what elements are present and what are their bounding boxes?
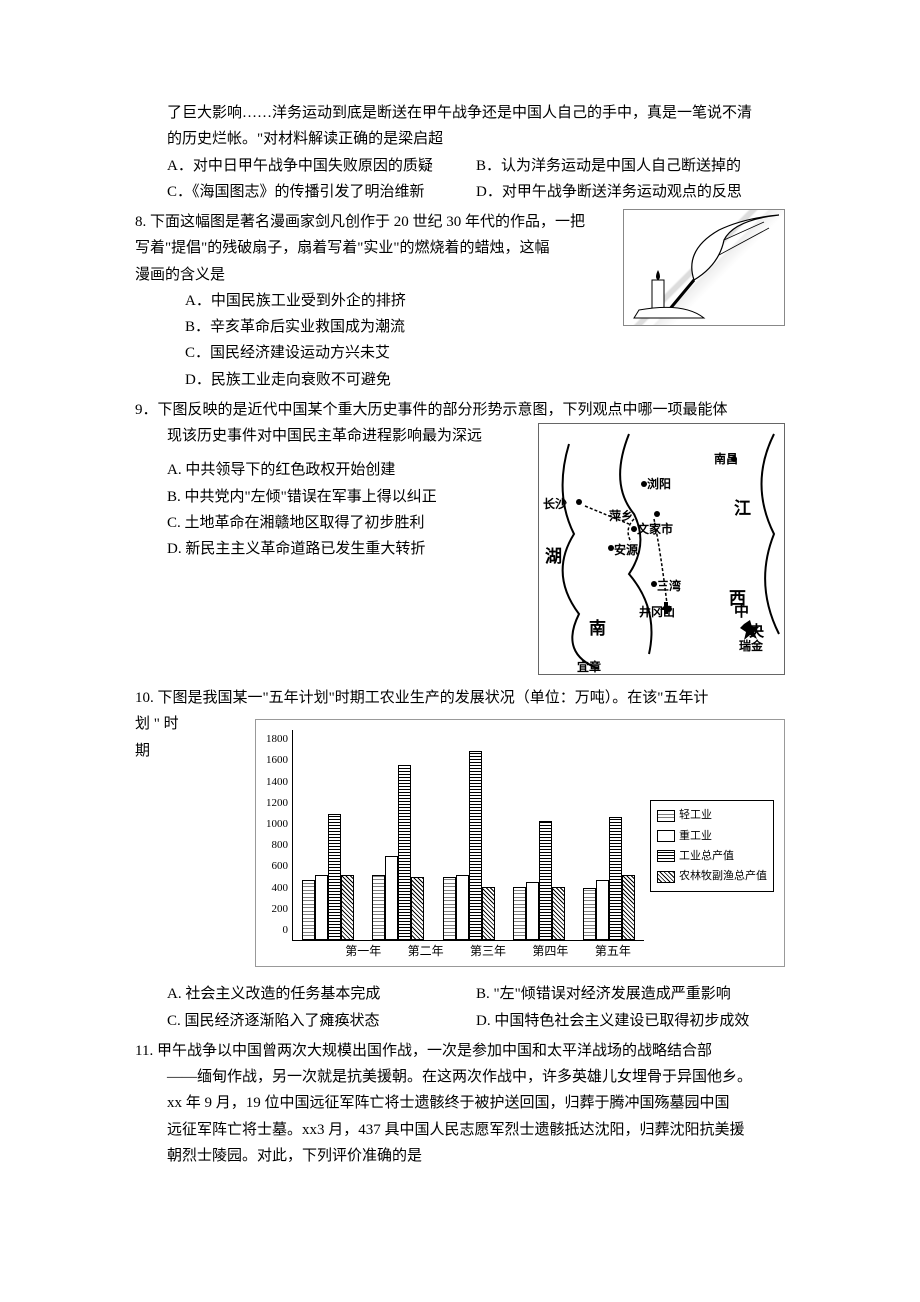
q10-x-tick: 第五年 (582, 941, 644, 962)
q10-x-tick: 第一年 (332, 941, 394, 962)
q9-map-label: 井冈山 (639, 602, 675, 623)
q10-legend-label: 轻工业 (679, 806, 712, 825)
q9-map-label: 文家市 (637, 519, 673, 540)
q10-legend-label: 工业总产值 (679, 847, 734, 866)
q10-bar-group (433, 730, 503, 940)
q7-option-b: B．认为洋务运动是中国人自己断送掉的 (476, 153, 785, 179)
q10-bar (469, 751, 482, 940)
q10-legend-row: 轻工业 (657, 806, 767, 825)
q10-y-tick: 1600 (266, 751, 288, 770)
q8-option-c: C．国民经济建设运动方兴未艾 (135, 340, 785, 366)
q10-chart: 1800 1600 1400 1200 1000 800 600 400 200 0 第一年第二年… (255, 719, 785, 967)
q10-bar (443, 877, 456, 940)
q10-x-tick: 第二年 (394, 941, 456, 962)
q9-map-label: 湖 (545, 542, 562, 572)
q10-option-d: D. 中国特色社会主义建设已取得初步成效 (476, 1008, 785, 1034)
q10-stem-line-2: 划 " 时 (135, 711, 195, 737)
q10-bar (539, 821, 552, 940)
q10-option-c: C. 国民经济逐渐陷入了瘫痪状态 (167, 1008, 476, 1034)
q9-map-label: 萍乡 (609, 506, 633, 527)
q10-bar (596, 880, 609, 941)
q10-bar (302, 880, 315, 941)
q7-option-c: C．《海国图志》的传播引发了明治维新 (167, 179, 476, 205)
q10-chart-bars (292, 730, 644, 941)
q10-legend-row: 工业总产值 (657, 847, 767, 866)
fan-candle-icon (624, 210, 784, 325)
q9-map-label: 瑞金 (739, 636, 763, 657)
q10-y-tick: 400 (272, 879, 289, 898)
q10-y-tick: 0 (283, 921, 289, 940)
q9-map-image: 长沙 南昌 萍乡 文家市 湖 江 西 南 井冈山 浏阳 安源 中 央 瑞金 宜章… (538, 423, 785, 675)
q11-stem-line-1: 11. 甲午战争以中国曾两次大规模出国作战，一次是参加中国和太平洋战场的战略结合… (135, 1038, 785, 1064)
q8-cartoon-image: 提倡扇子与实业蜡烛漫画 (623, 209, 785, 326)
q10-y-tick: 200 (272, 900, 289, 919)
q10-x-axis: 第一年第二年第三年第四年第五年 (332, 941, 644, 962)
q10-option-b: B. "左"倾错误对经济发展造成严重影响 (476, 981, 785, 1007)
q10-bar (315, 875, 328, 940)
q9-stem-line-1: 9．下图反映的是近代中国某个重大历史事件的部分形势示意图，下列观点中哪一项最能体 (135, 397, 785, 423)
q10-y-tick: 800 (272, 836, 289, 855)
q10-bar (552, 887, 565, 941)
q11-stem-line-2: ——缅甸作战，另一次就是抗美援朝。在这两次作战中，许多英雄儿女埋骨于异国他乡。 (135, 1064, 785, 1090)
q9-map-label: 南 (589, 614, 606, 644)
q10-bar (456, 875, 469, 940)
q10-bar (482, 887, 495, 941)
q10-bar (583, 888, 596, 941)
q9-map-label: 长沙 (543, 494, 567, 515)
q10-stem-line-1: 10. 下图是我国某一"五年计划"时期工农业生产的发展状况（单位：万吨）。在该"… (135, 685, 785, 711)
q10-bar-group (504, 730, 574, 940)
q10-option-a: A. 社会主义改造的任务基本完成 (167, 981, 476, 1007)
q10-bar (411, 877, 424, 940)
q10-bar (328, 814, 341, 940)
q9-map-label: 浏阳 (647, 474, 671, 495)
q11-stem-line-4: 远征军阵亡将士墓。xx3 月，437 具中国人民志愿军烈士遗骸抵达沈阳，归葬沈阳… (135, 1117, 785, 1143)
q10-bar-group (574, 730, 644, 940)
q10-bar (526, 882, 539, 940)
q10-y-tick: 1800 (266, 730, 288, 749)
q10-bar-group (363, 730, 433, 940)
q7-stem-line-2: 的历史烂帐。"对材料解读正确的是梁启超 (135, 126, 785, 152)
q10-y-axis: 1800 1600 1400 1200 1000 800 600 400 200 0 (266, 730, 292, 940)
q11-stem-line-5: 朝烈士陵园。对此，下列评价准确的是 (135, 1143, 785, 1169)
q11-stem-line-3: xx 年 9 月，19 位中国远征军阵亡将士遗骸终于被护送回国，归葬于腾冲国殇墓… (135, 1090, 785, 1116)
q10-y-tick: 1000 (266, 815, 288, 834)
q8-option-d: D．民族工业走向衰败不可避免 (135, 367, 785, 393)
q10-y-tick: 600 (272, 857, 289, 876)
q10-stem-line-3: 期 (135, 738, 195, 764)
q10-bar-group (293, 730, 363, 940)
q10-legend-row: 重工业 (657, 827, 767, 846)
q9-map-label: 宜章 (577, 657, 601, 675)
q7-option-a: A．对中日甲午战争中国失败原因的质疑 (167, 153, 476, 179)
q10-bar (341, 875, 354, 940)
q9-map-label: 江 (734, 494, 751, 524)
q10-x-tick: 第四年 (519, 941, 581, 962)
q10-bar (513, 887, 526, 941)
q10-legend-swatch (657, 830, 675, 842)
q10-legend-swatch (657, 871, 675, 883)
q7-option-d: D．对甲午战争断送洋务运动观点的反思 (476, 179, 785, 205)
q10-x-tick: 第三年 (457, 941, 519, 962)
q10-legend-row: 农林牧副渔总产值 (657, 867, 767, 886)
q10-chart-legend: 轻工业重工业工业总产值农林牧副渔总产值 (650, 800, 774, 892)
q9-map-label: 安源 (614, 540, 638, 561)
q10-bar (372, 875, 385, 940)
q10-legend-swatch (657, 850, 675, 862)
q10-legend-label: 农林牧副渔总产值 (679, 867, 767, 886)
q10-y-tick: 1400 (266, 773, 288, 792)
q9-map-label: 三湾 (657, 576, 681, 597)
q10-y-tick: 1200 (266, 794, 288, 813)
q9-map-label: 南昌 (714, 449, 738, 470)
q10-bar (622, 875, 635, 940)
q10-bar (609, 817, 622, 941)
q7-stem-line-1: 了巨大影响……洋务运动到底是断送在甲午战争还是中国人自己的手中，真是一笔说不清 (135, 100, 785, 126)
q10-bar (398, 765, 411, 940)
q10-bar (385, 856, 398, 940)
q10-legend-swatch (657, 810, 675, 822)
q10-legend-label: 重工业 (679, 827, 712, 846)
q9-map-label: 中 (734, 599, 749, 625)
